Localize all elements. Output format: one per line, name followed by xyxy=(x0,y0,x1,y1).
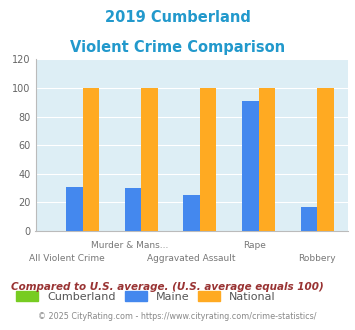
Bar xyxy=(184,195,200,231)
Text: 2019 Cumberland: 2019 Cumberland xyxy=(105,10,250,25)
Text: All Violent Crime: All Violent Crime xyxy=(29,254,105,263)
Text: © 2025 CityRating.com - https://www.cityrating.com/crime-statistics/: © 2025 CityRating.com - https://www.city… xyxy=(38,312,317,321)
Bar xyxy=(83,88,99,231)
Bar xyxy=(301,207,317,231)
Bar xyxy=(141,88,158,231)
Bar xyxy=(258,88,275,231)
Text: Compared to U.S. average. (U.S. average equals 100): Compared to U.S. average. (U.S. average … xyxy=(11,282,323,292)
Text: Robbery: Robbery xyxy=(298,254,335,263)
Text: Aggravated Assault: Aggravated Assault xyxy=(147,254,236,263)
Bar xyxy=(317,88,334,231)
Text: Rape: Rape xyxy=(243,241,266,250)
Bar xyxy=(66,187,83,231)
Bar xyxy=(125,188,141,231)
Text: Murder & Mans...: Murder & Mans... xyxy=(91,241,168,250)
Bar xyxy=(200,88,216,231)
Legend: Cumberland, Maine, National: Cumberland, Maine, National xyxy=(16,291,276,302)
Text: Violent Crime Comparison: Violent Crime Comparison xyxy=(70,40,285,54)
Bar xyxy=(242,101,258,231)
